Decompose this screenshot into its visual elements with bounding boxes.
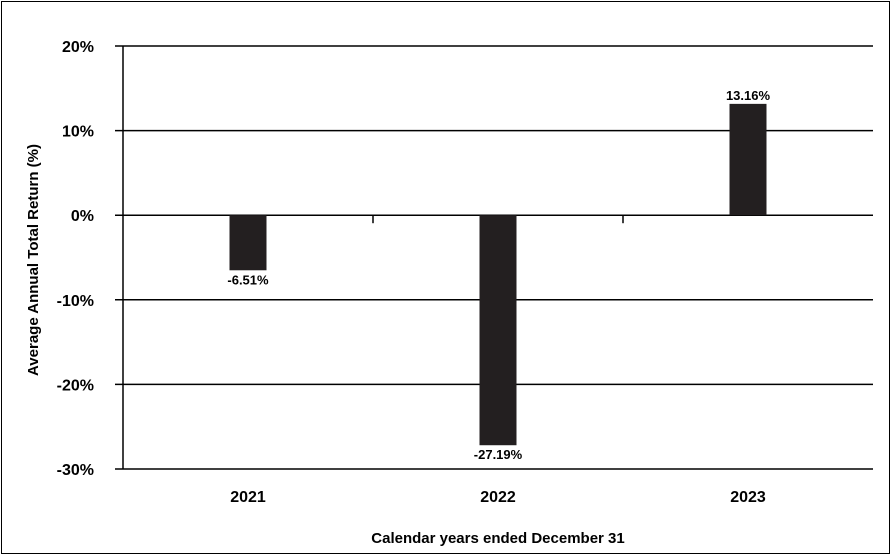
bar-2022 <box>479 215 517 446</box>
x-tick-label: 2023 <box>730 489 766 506</box>
data-labels: -6.51% -27.19% 13.16% <box>227 88 770 462</box>
data-label-2023: 13.16% <box>726 88 771 103</box>
y-axis-title: Average Annual Total Return (%) <box>25 144 42 376</box>
bars <box>229 103 767 446</box>
y-tick-label: 0% <box>71 208 94 225</box>
data-label-2022: -27.19% <box>474 447 523 462</box>
y-tick-label: 10% <box>62 124 94 141</box>
x-tick-label: 2022 <box>480 489 516 506</box>
x-axis-title: Calendar years ended December 31 <box>371 530 624 547</box>
bar-2023 <box>729 103 767 216</box>
bar-2021 <box>229 215 267 271</box>
axes <box>122 46 624 469</box>
y-tick-label: -30% <box>57 462 94 479</box>
y-tick-label: -20% <box>57 377 94 394</box>
data-label-2021: -6.51% <box>227 272 269 287</box>
y-tick-label: -10% <box>57 293 94 310</box>
x-tick-label: 2021 <box>230 489 266 506</box>
x-tick-labels: 2021 2022 2023 <box>230 489 766 506</box>
y-tick-labels: 20% 10% 0% -10% -20% -30% <box>57 39 94 479</box>
y-tick-label: 20% <box>62 39 94 56</box>
